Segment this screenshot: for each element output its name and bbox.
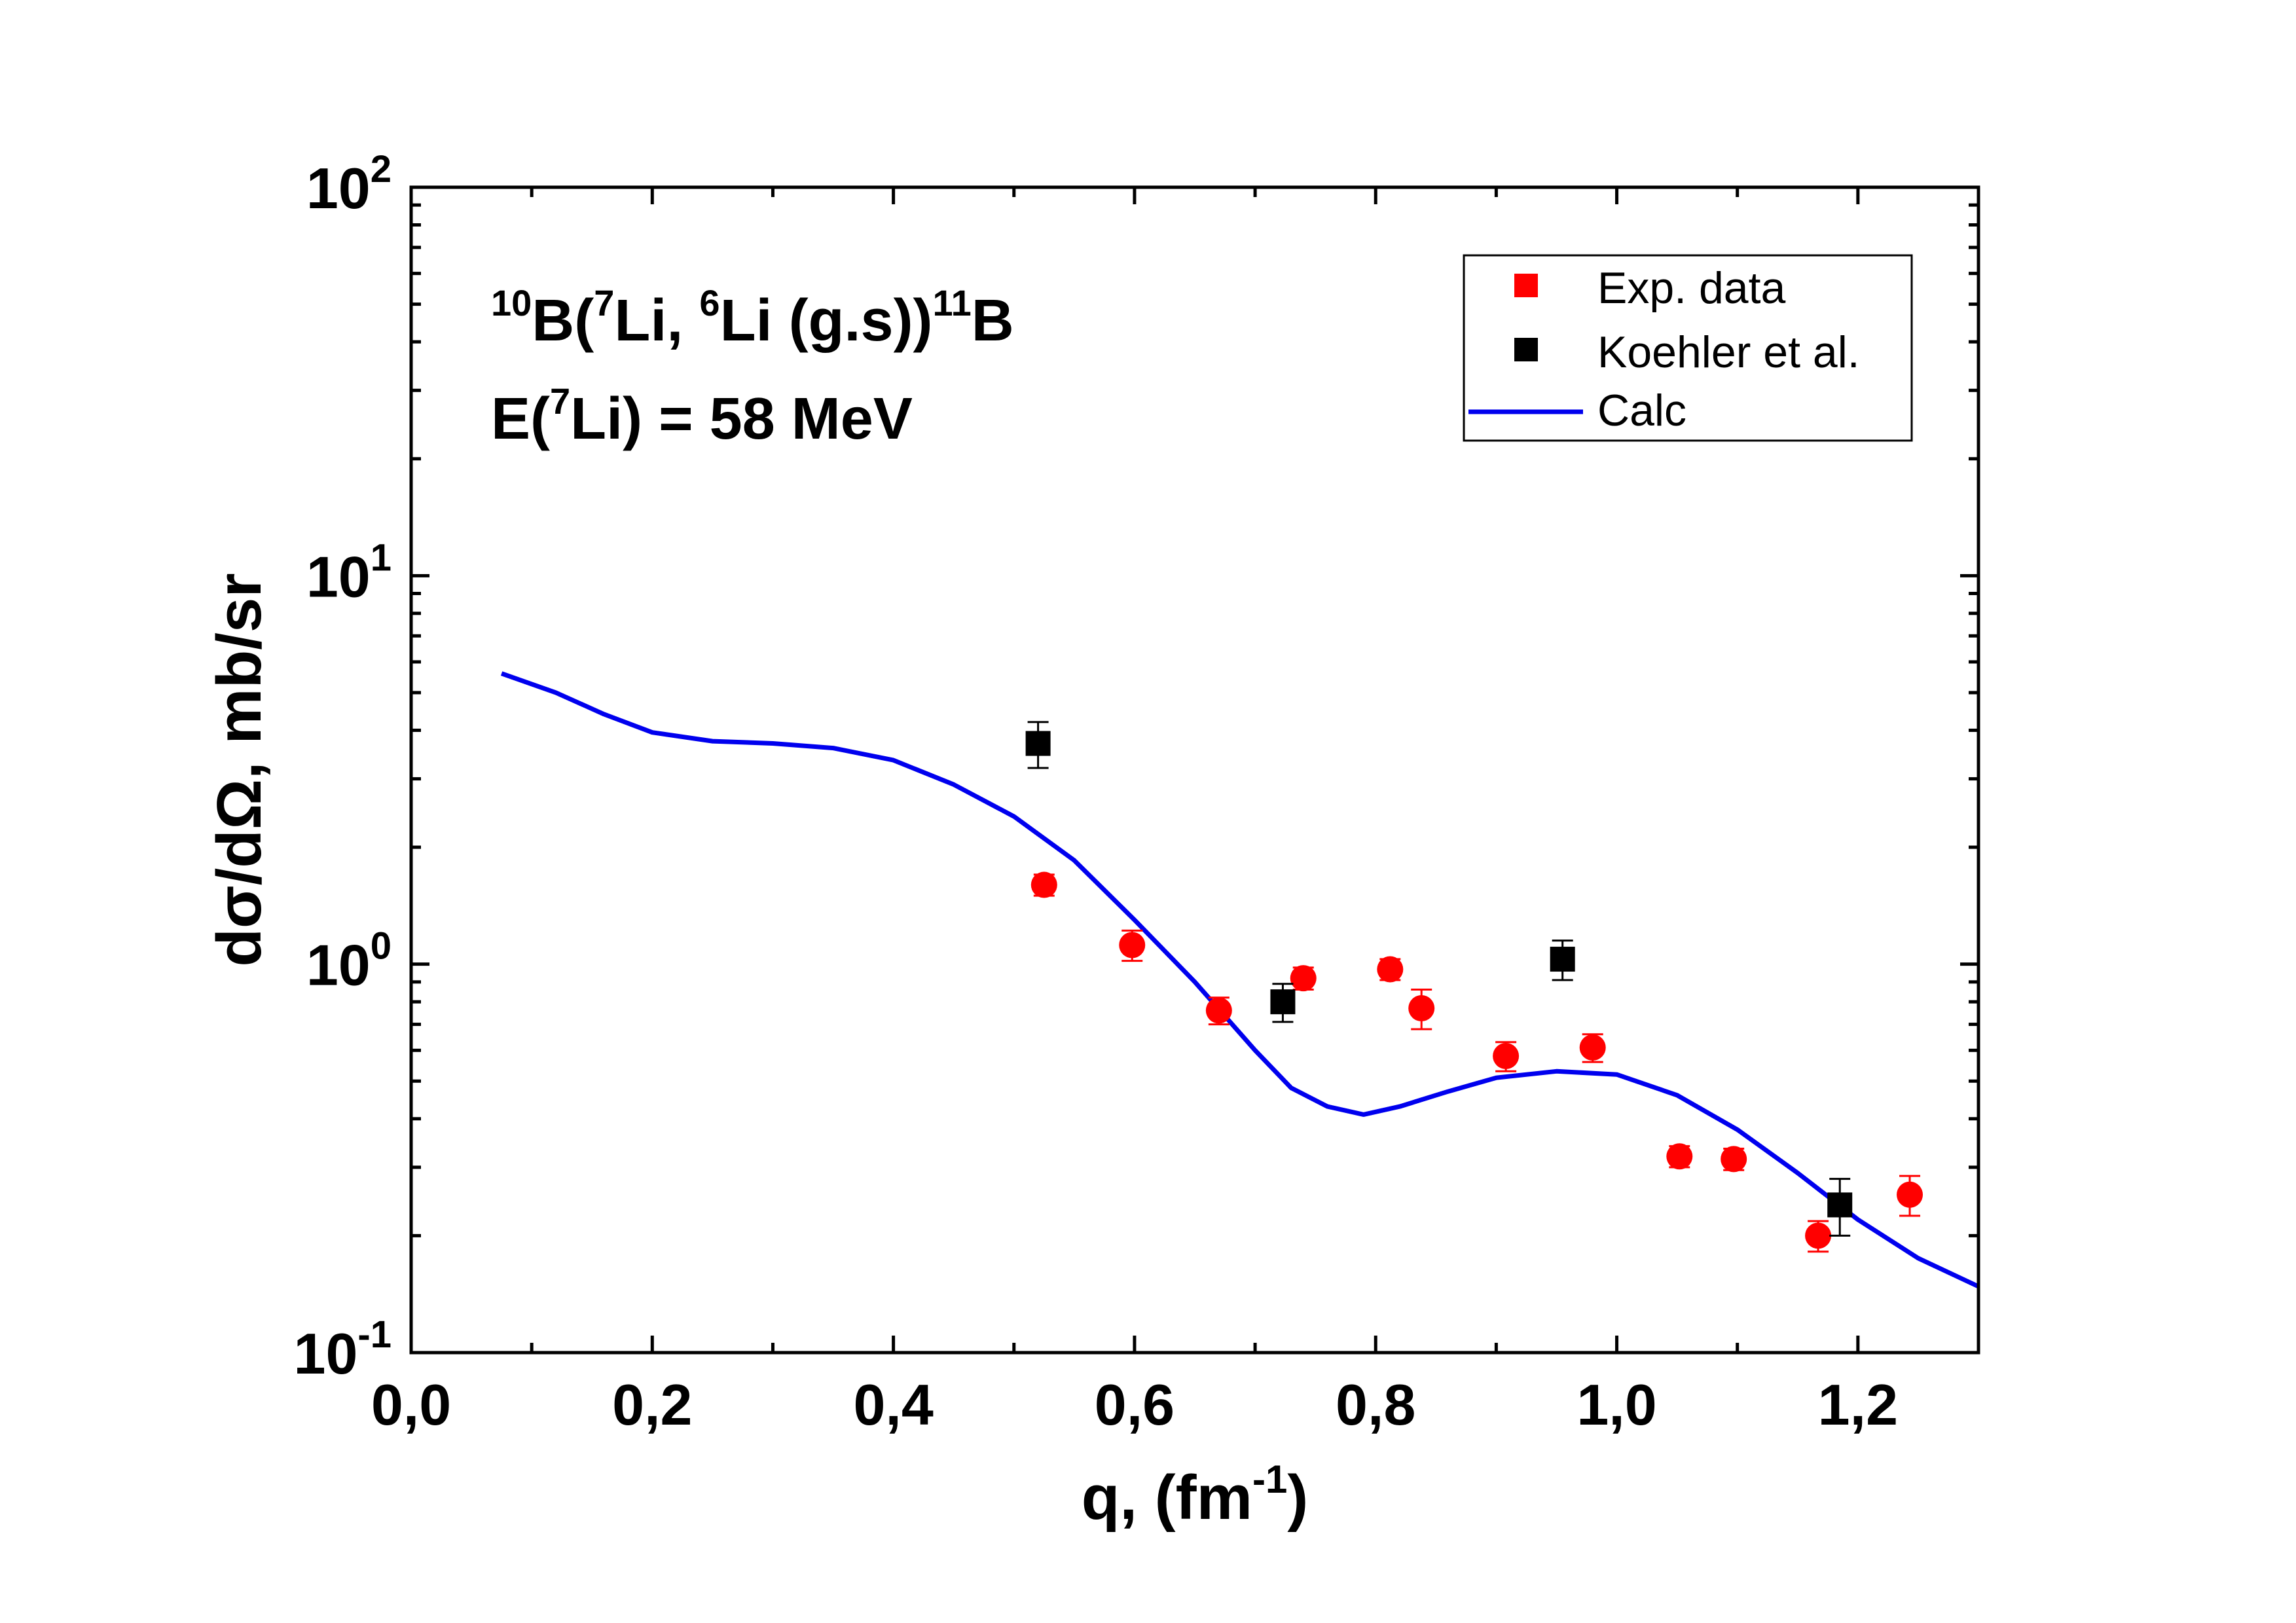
y-tick-label-base: 10: [306, 544, 371, 609]
exp-data-marker: [1290, 965, 1317, 992]
reaction-part: B: [972, 288, 1014, 354]
exp-data-marker: [1030, 871, 1057, 898]
x-tick-label: 0,4: [853, 1372, 933, 1437]
legend-box: [1463, 254, 1913, 442]
exp-data-marker: [1805, 1222, 1832, 1249]
plot-frame: [409, 185, 1980, 1355]
legend-label-koehler: Koehler et al.: [1597, 327, 1860, 377]
exp-data-point: [1579, 1033, 1606, 1063]
y-tick-label: 101: [306, 536, 392, 609]
reaction-part: Li,: [614, 288, 699, 354]
exp-data-marker: [1493, 1043, 1520, 1070]
legend: Exp. data Koehler et al. Calc: [1463, 254, 1913, 442]
reaction-part: 6: [699, 282, 720, 323]
y-tick-label-base: 10: [306, 156, 371, 221]
x-tick-label: 1,0: [1576, 1372, 1656, 1437]
x-axis-label-main: q, (fm: [1082, 1463, 1252, 1533]
koehler-marker: [1827, 1192, 1853, 1218]
exp-data-marker: [1721, 1146, 1747, 1173]
x-axis-ticks: 0,0 0,2 0,4 0,6 0,8 1,0 1,2: [371, 187, 1980, 1437]
legend-marker-exp-data: [1514, 274, 1538, 297]
y-tick-label-exp: 0: [371, 925, 392, 968]
reaction-part: 10: [491, 282, 532, 323]
x-axis-label-sup: -1: [1252, 1457, 1287, 1501]
exp-data-point: [1030, 871, 1057, 898]
energy-part: E(: [491, 386, 550, 452]
koehler-marker: [1550, 947, 1575, 972]
x-tick-label: 0,8: [1336, 1372, 1415, 1437]
reaction-part: B(: [532, 288, 594, 354]
y-tick-label-base: 10: [306, 933, 371, 998]
legend-label-calc: Calc: [1597, 386, 1686, 435]
y-tick-label-base: 10: [294, 1321, 358, 1386]
koehler-marker: [1025, 731, 1051, 756]
y-tick-label: 102: [306, 148, 392, 221]
legend-marker-koehler: [1514, 338, 1538, 361]
koehler-point: [1827, 1178, 1853, 1237]
exp-data-point: [1805, 1220, 1832, 1253]
y-tick-label-exp: -1: [357, 1313, 392, 1356]
exp-data-marker: [1408, 995, 1435, 1022]
x-axis-label-end: ): [1287, 1463, 1308, 1533]
koehler-point: [1270, 983, 1296, 1023]
x-tick-label: 0,0: [371, 1372, 451, 1437]
exp-data-point: [1119, 929, 1146, 962]
y-tick-label-exp: 2: [371, 148, 392, 191]
reaction-part: 11: [933, 282, 972, 323]
koehler-point: [1025, 721, 1051, 769]
y-tick-label-exp: 1: [371, 536, 392, 579]
calc-curve: [500, 671, 1980, 1289]
reaction-part: 7: [594, 282, 614, 323]
exp-data-marker: [1119, 932, 1146, 958]
y-tick-label: 10-1: [294, 1313, 392, 1386]
plot-content: [500, 671, 1980, 1289]
exp-data-point: [1897, 1175, 1923, 1217]
exp-data-point: [1408, 989, 1435, 1030]
y-axis-label: dσ/dΩ, mb/sr: [204, 573, 274, 966]
exp-data-marker: [1666, 1143, 1693, 1170]
koehler-marker: [1270, 989, 1296, 1015]
x-tick-label: 1,2: [1818, 1372, 1898, 1437]
exp-data-point: [1721, 1146, 1747, 1173]
reaction-annotation: 10B(7Li, 6Li (g.s))11B: [491, 282, 1014, 354]
legend-label-exp-data: Exp. data: [1597, 263, 1785, 313]
exp-data-point: [1205, 996, 1232, 1026]
y-tick-label: 100: [306, 925, 392, 998]
x-tick-label: 0,2: [612, 1372, 692, 1437]
exp-data-marker: [1897, 1181, 1923, 1208]
exp-data-point: [1666, 1143, 1693, 1170]
x-tick-label: 0,6: [1095, 1372, 1175, 1437]
exp-data-point: [1493, 1041, 1520, 1072]
exp-data-point: [1377, 956, 1404, 983]
koehler-point: [1550, 939, 1575, 981]
exp-data-marker: [1377, 956, 1404, 983]
reaction-part: Li (g.s)): [720, 288, 933, 354]
exp-data-marker: [1579, 1034, 1606, 1061]
exp-data-marker: [1205, 997, 1232, 1024]
energy-annotation: E(7Li) = 58 MeV: [491, 380, 913, 452]
exp-data-point: [1290, 965, 1317, 992]
energy-part: Li) = 58 MeV: [570, 386, 913, 452]
x-axis-label: q, (fm-1): [1082, 1457, 1309, 1533]
energy-part: 7: [550, 380, 570, 422]
